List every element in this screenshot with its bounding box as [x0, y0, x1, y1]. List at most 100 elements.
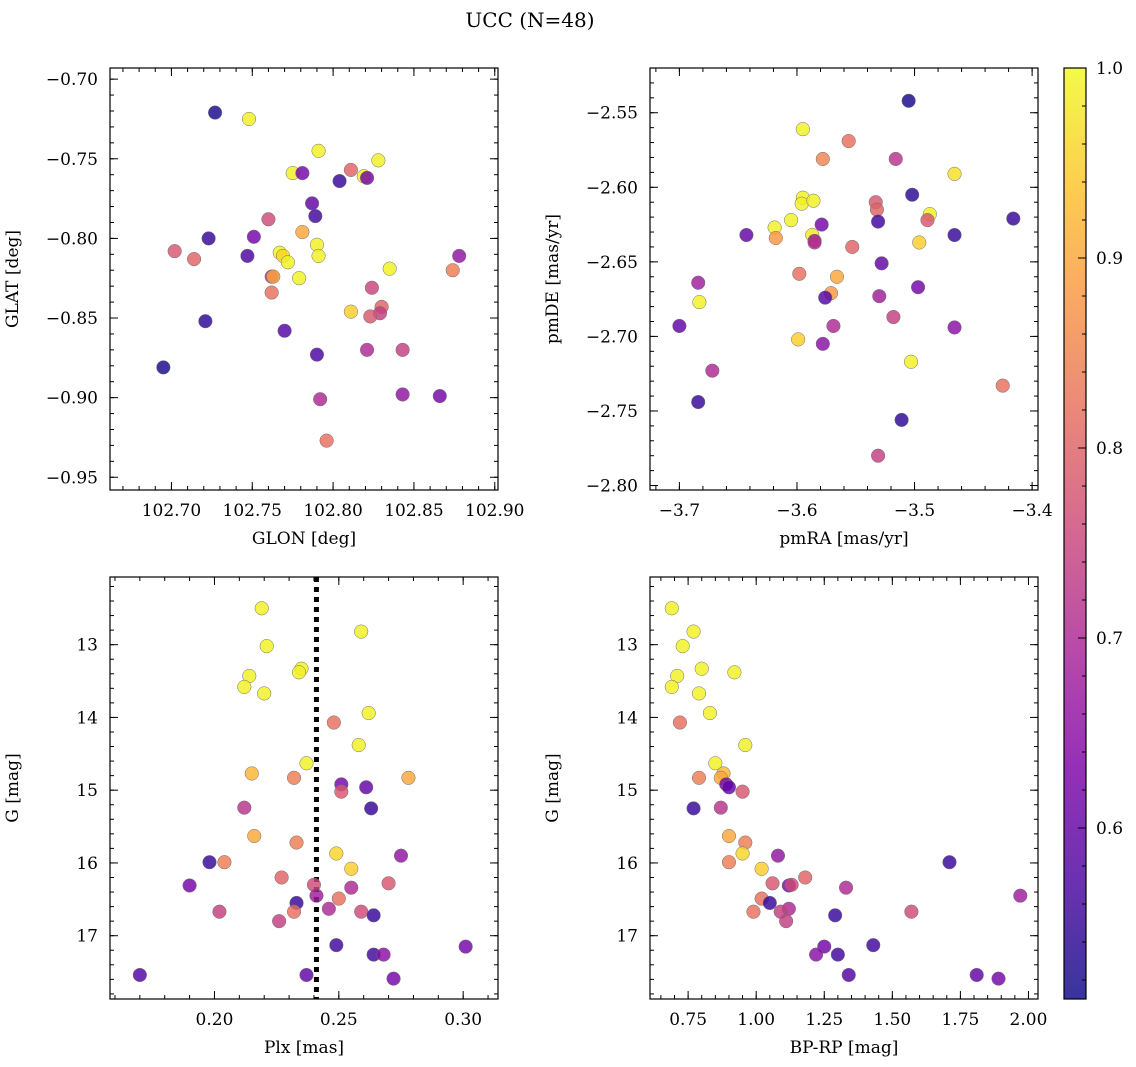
y-tick-label: 14: [76, 708, 98, 728]
data-point: [359, 780, 374, 795]
data-point: [264, 285, 279, 300]
data-point: [452, 248, 467, 263]
data-point: [274, 870, 289, 885]
data-point: [326, 715, 341, 730]
x-axis-label: BP-RP [mag]: [790, 1038, 899, 1058]
colorbar-tick-label: 1.0: [1096, 59, 1123, 79]
data-point: [354, 904, 369, 919]
data-point: [830, 947, 845, 962]
data-point: [1013, 888, 1028, 903]
data-point: [395, 387, 410, 402]
figure-title: UCC (N=48): [465, 8, 594, 32]
plot-frame: [109, 67, 499, 491]
data-point: [395, 342, 410, 357]
y-axis-label: G [mag]: [543, 753, 563, 822]
x-tick-label: 0.20: [196, 1010, 234, 1030]
data-point: [784, 877, 799, 892]
ticks: [110, 577, 498, 999]
data-point: [911, 280, 926, 295]
y-axis-label: pmDE [mas/yr]: [543, 214, 563, 344]
data-point: [156, 360, 171, 375]
data-point: [217, 855, 232, 870]
data-point: [366, 908, 381, 923]
data-point: [672, 318, 687, 334]
data-point: [313, 392, 328, 407]
data-point: [735, 846, 750, 861]
x-tick-label: 1.25: [805, 1010, 843, 1030]
data-point: [969, 967, 984, 983]
data-point: [818, 290, 833, 305]
data-point: [762, 895, 777, 911]
colorbar-tick-label: 0.8: [1096, 439, 1123, 459]
data-point: [272, 914, 287, 929]
data-point: [261, 212, 276, 227]
data-point: [295, 166, 310, 181]
x-tick-label: −3.4: [1011, 501, 1052, 521]
data-point: [807, 235, 822, 250]
data-point: [309, 888, 324, 903]
data-point: [886, 309, 901, 325]
data-point: [995, 378, 1010, 393]
ticks: [110, 68, 498, 490]
data-point: [888, 151, 903, 167]
data-point: [334, 784, 349, 799]
y-tick-label: 15: [616, 781, 638, 801]
data-point: [311, 248, 326, 263]
data-point: [401, 770, 416, 785]
data-point: [240, 248, 255, 263]
data-point: [905, 187, 920, 202]
scatter-panel-pmra-pmde: −3.7 −3.6 −3.5 −3.4 −2.55 −2.60 −2.65 −2.70 −2.7…: [543, 67, 1053, 549]
data-point: [686, 624, 701, 639]
ticks: [650, 577, 1038, 999]
data-point: [363, 309, 378, 324]
data-point: [311, 143, 326, 158]
data-point: [343, 162, 358, 177]
data-point: [806, 193, 821, 208]
data-point: [187, 252, 202, 267]
data-point: [809, 947, 824, 962]
data-point: [779, 914, 794, 929]
y-tick-label: 13: [616, 636, 638, 656]
y-tick-label: −0.90: [46, 389, 98, 409]
data-point: [754, 861, 769, 876]
data-point: [287, 770, 302, 785]
data-point: [675, 639, 690, 654]
data-point: [794, 196, 809, 211]
data-point: [280, 255, 295, 270]
data-point: [198, 314, 213, 329]
plot-frame: [109, 576, 499, 1000]
data-point: [765, 876, 780, 891]
data-point: [838, 880, 854, 895]
x-tick-label: 2.00: [1010, 1010, 1048, 1030]
data-point: [360, 170, 375, 185]
data-point: [845, 239, 860, 254]
data-point: [259, 639, 274, 654]
y-tick-label: 17: [616, 927, 638, 947]
data-point: [208, 105, 223, 120]
colorbar-tick-label: 0.6: [1096, 819, 1123, 839]
x-tick-label: 1.75: [941, 1010, 979, 1030]
data-point: [738, 738, 753, 753]
data-point: [814, 217, 829, 232]
data-point: [713, 800, 728, 815]
data-point: [364, 280, 379, 295]
colorbar: 0.6 0.7 0.8 0.9 1.0: [1063, 59, 1123, 1000]
data-point: [291, 665, 307, 680]
data-point: [201, 231, 216, 246]
data-point: [791, 332, 806, 347]
data-point: [458, 939, 473, 954]
data-point: [702, 706, 717, 721]
data-point: [912, 235, 927, 250]
y-tick-label: −2.75: [586, 402, 638, 422]
data-point: [691, 275, 706, 290]
data-point: [829, 269, 844, 284]
y-tick-label: −2.70: [586, 327, 638, 347]
data-point: [721, 828, 737, 844]
data-point: [212, 904, 227, 919]
data-point: [241, 111, 257, 127]
y-tick-label: −0.85: [46, 309, 98, 329]
data-point: [735, 784, 750, 799]
x-tick-label: 0.30: [444, 1010, 482, 1030]
y-tick-label: −0.75: [46, 150, 98, 170]
